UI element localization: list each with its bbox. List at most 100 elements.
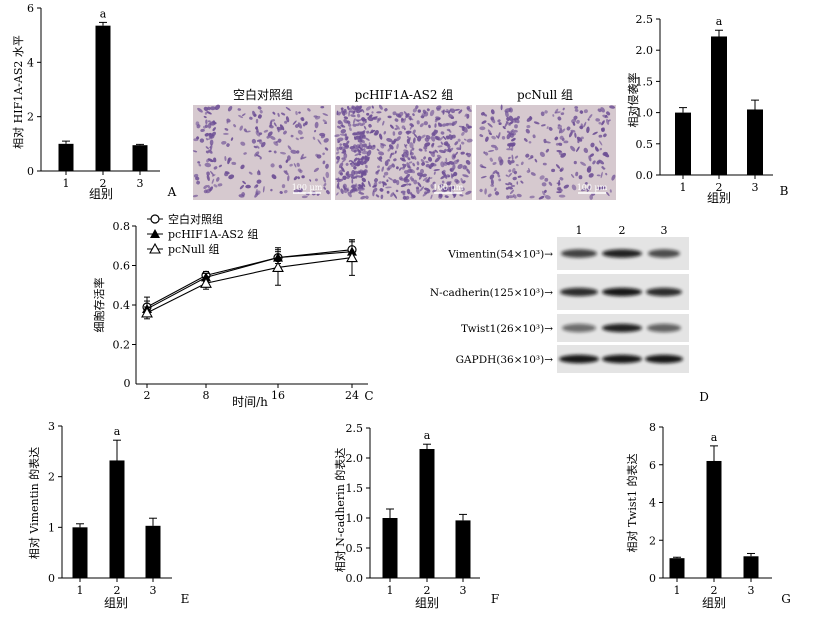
blot-band: [559, 354, 599, 364]
cell: [207, 158, 214, 163]
cell: [395, 166, 399, 170]
cell: [482, 113, 488, 117]
series-3: [141, 239, 358, 320]
y-tick-label: 2.5: [346, 422, 364, 435]
cell: [480, 175, 487, 179]
series-line: [146, 249, 353, 308]
cell: [505, 183, 510, 186]
cell: [254, 151, 260, 157]
significance-label: a: [100, 7, 107, 20]
cell: [413, 179, 418, 185]
x-tick-label: 1: [77, 584, 84, 597]
cell: [211, 178, 215, 184]
bar: [72, 527, 88, 578]
cell: [196, 136, 200, 140]
cell: [514, 124, 518, 129]
cell: [435, 105, 442, 110]
cell: [349, 189, 354, 194]
cell: [508, 169, 512, 173]
cell: [598, 159, 605, 165]
cell: [410, 149, 412, 155]
y-tick-label: 0.8: [113, 220, 131, 233]
bar: [58, 143, 74, 171]
cell: [210, 170, 215, 176]
cell: [361, 181, 364, 188]
cell: [376, 111, 382, 114]
cell: [205, 150, 209, 154]
cell: [463, 138, 467, 141]
blot-band: [648, 249, 680, 258]
cell: [367, 180, 371, 188]
cell: [450, 173, 453, 179]
cell: [342, 183, 347, 190]
cell: [412, 194, 416, 199]
cell: [283, 130, 287, 135]
cell: [556, 186, 562, 191]
cell: [374, 178, 378, 183]
cell: [259, 140, 263, 145]
cell: [258, 169, 261, 176]
cell: [404, 144, 408, 147]
cell: [542, 162, 547, 166]
cell: [253, 145, 258, 149]
cell: [377, 117, 382, 121]
cell: [558, 142, 563, 146]
cell: [461, 141, 465, 145]
cell: [544, 195, 551, 200]
image-background: [193, 105, 331, 200]
cell: [453, 159, 459, 165]
cell: [197, 107, 203, 113]
cell: [378, 104, 383, 110]
cell: [560, 128, 566, 134]
x-tick-label: 1: [387, 584, 394, 597]
y-tick-label: 6: [27, 2, 34, 15]
cell: [353, 162, 360, 167]
cell: [451, 134, 456, 139]
cell: [558, 194, 566, 198]
cell: [432, 188, 437, 193]
cell: [203, 125, 206, 129]
cell: [411, 178, 415, 182]
cell: [292, 120, 297, 125]
cell: [255, 184, 259, 188]
y-tick-label: 0.6: [113, 260, 131, 273]
cell: [454, 178, 459, 183]
cell: [479, 188, 483, 193]
cell: [373, 181, 378, 188]
cell: [432, 129, 439, 136]
cell: [341, 109, 346, 116]
cell: [365, 137, 370, 141]
cell: [509, 129, 514, 134]
cell: [367, 156, 370, 160]
cell: [269, 135, 276, 140]
cell: [500, 104, 503, 111]
cell: [556, 191, 562, 194]
cell: [257, 106, 262, 110]
cell: [366, 112, 370, 116]
cell: [510, 184, 516, 188]
cell: [192, 194, 199, 198]
cell: [365, 106, 372, 111]
cell: [431, 163, 437, 167]
y-tick-label: 4: [27, 56, 34, 69]
cell: [542, 190, 546, 196]
cell: [374, 130, 379, 136]
cell: [395, 113, 402, 118]
cell: [359, 142, 364, 150]
cell: [267, 131, 273, 137]
cell: [343, 119, 349, 124]
cell: [241, 192, 246, 197]
cell: [609, 189, 612, 193]
bar: [419, 449, 435, 578]
cell: [363, 169, 368, 174]
cell: [301, 195, 308, 199]
cell: [209, 144, 213, 151]
y-tick-label: 8: [649, 421, 656, 434]
cell: [551, 168, 556, 173]
cell: [571, 184, 577, 191]
x-tick-label: 2: [144, 389, 151, 402]
cell: [216, 177, 220, 182]
cell: [363, 156, 367, 161]
x-tick-label: 3: [460, 584, 467, 597]
cell: [552, 114, 555, 117]
